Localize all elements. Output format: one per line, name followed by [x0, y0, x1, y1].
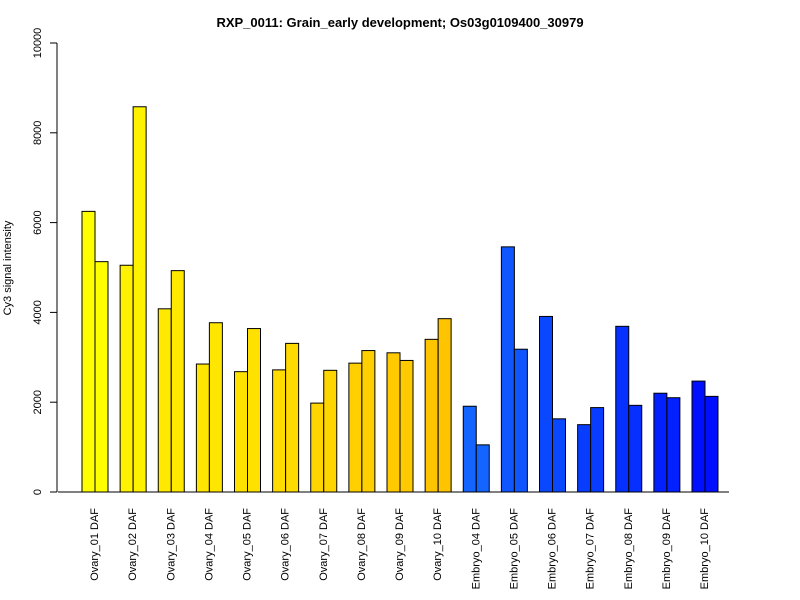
x-tick-label: Ovary_03 DAF — [165, 508, 177, 581]
bar — [157, 308, 172, 493]
bar — [628, 404, 643, 493]
bar — [81, 210, 96, 493]
bar — [500, 246, 515, 493]
bar — [386, 352, 401, 493]
x-tick-label: Ovary_09 DAF — [394, 508, 406, 581]
chart-title: RXP_0011: Grain_early development; Os03g… — [216, 15, 583, 30]
bar — [234, 371, 248, 493]
x-tick-label: Embryo_07 DAF — [585, 508, 597, 590]
x-tick-label: Ovary_04 DAF — [203, 508, 215, 581]
x-tick-label: Ovary_06 DAF — [280, 508, 292, 581]
x-tick-label: Embryo_09 DAF — [661, 508, 673, 590]
y-axis-label: Cy3 signal intensity — [2, 220, 14, 315]
bar — [475, 444, 490, 493]
bars — [81, 106, 719, 493]
bar — [513, 348, 528, 493]
y-tick-label: 6000 — [32, 210, 44, 234]
bar — [615, 325, 630, 493]
bar — [462, 405, 477, 493]
bar — [552, 418, 566, 493]
y-tick-label: 10000 — [32, 28, 44, 59]
bar — [323, 369, 338, 493]
y-tick-label: 4000 — [32, 300, 44, 324]
x-tick-label: Embryo_08 DAF — [623, 508, 635, 590]
x-tick-labels: Ovary_01 DAF Ovary_02 DAF Ovary_03 DAF Ovar… — [89, 508, 711, 590]
bar — [691, 380, 706, 493]
bar — [437, 318, 452, 493]
bar — [272, 369, 287, 493]
x-tick-label: Ovary_08 DAF — [356, 508, 368, 581]
bar — [119, 264, 134, 493]
x-tick-label: Embryo_05 DAF — [508, 508, 520, 590]
x-tick-label: Ovary_02 DAF — [127, 508, 139, 581]
x-tick-label: Embryo_10 DAF — [699, 508, 711, 590]
x-tick-label: Embryo_06 DAF — [547, 508, 559, 590]
x-tick-label: Ovary_01 DAF — [89, 508, 101, 581]
y-tick-label: 2000 — [32, 390, 44, 414]
y-tick-label: 0 — [32, 489, 44, 495]
x-tick-label: Ovary_10 DAF — [432, 508, 444, 581]
bar — [704, 395, 719, 493]
y-axis: 0 2000 4000 6000 8000 10000 — [32, 28, 58, 495]
bar — [208, 322, 223, 493]
bar — [653, 392, 668, 493]
x-tick-label: Ovary_07 DAF — [318, 508, 330, 581]
bar — [247, 328, 261, 493]
bar — [590, 407, 605, 493]
bar — [132, 106, 147, 493]
y-tick-label: 8000 — [32, 121, 44, 145]
bar — [577, 424, 592, 493]
bar — [310, 402, 325, 493]
bar — [539, 315, 553, 493]
bar — [285, 342, 300, 493]
bar — [94, 261, 109, 493]
x-tick-label: Embryo_04 DAF — [470, 508, 482, 590]
bar — [170, 270, 185, 493]
bar — [424, 338, 439, 493]
x-tick-label: Ovary_05 DAF — [242, 508, 254, 581]
bar — [361, 350, 376, 493]
bar — [348, 362, 363, 493]
bar — [666, 397, 681, 493]
bar — [399, 359, 414, 493]
bar — [195, 363, 210, 493]
